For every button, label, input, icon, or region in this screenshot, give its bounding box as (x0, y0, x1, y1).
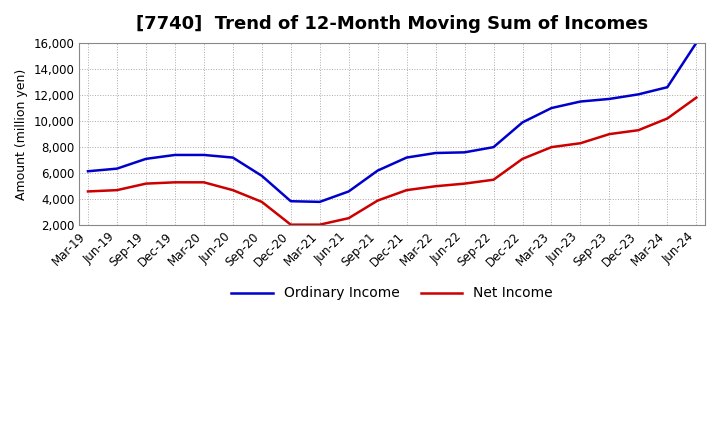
Ordinary Income (634, 92, 643, 97)
Y-axis label: Amount (million yen): Amount (million yen) (15, 69, 28, 200)
Title: [7740]  Trend of 12-Month Moving Sum of Incomes: [7740] Trend of 12-Month Moving Sum of I… (136, 15, 648, 33)
Net Income (228, 187, 237, 193)
Ordinary Income (287, 198, 295, 204)
Net Income (402, 187, 411, 193)
Net Income (663, 116, 672, 121)
Legend: Ordinary Income, Net Income: Ordinary Income, Net Income (225, 281, 559, 306)
Net Income (576, 141, 585, 146)
Net Income (431, 183, 440, 189)
Ordinary Income (228, 155, 237, 160)
Ordinary Income (344, 189, 353, 194)
Ordinary Income (199, 152, 208, 158)
Ordinary Income (142, 156, 150, 161)
Net Income (142, 181, 150, 186)
Ordinary Income (663, 84, 672, 90)
Line: Ordinary Income: Ordinary Income (88, 43, 696, 202)
Net Income (199, 180, 208, 185)
Ordinary Income (692, 40, 701, 45)
Ordinary Income (460, 150, 469, 155)
Ordinary Income (112, 166, 121, 171)
Net Income (84, 189, 92, 194)
Net Income (518, 156, 527, 161)
Net Income (171, 180, 179, 185)
Net Income (258, 199, 266, 205)
Ordinary Income (547, 106, 556, 111)
Net Income (460, 181, 469, 186)
Ordinary Income (402, 155, 411, 160)
Ordinary Income (576, 99, 585, 104)
Net Income (112, 187, 121, 193)
Net Income (374, 198, 382, 203)
Net Income (605, 132, 613, 137)
Net Income (344, 216, 353, 221)
Ordinary Income (315, 199, 324, 205)
Line: Net Income: Net Income (88, 98, 696, 225)
Ordinary Income (374, 168, 382, 173)
Net Income (547, 144, 556, 150)
Ordinary Income (431, 150, 440, 156)
Net Income (634, 128, 643, 133)
Ordinary Income (489, 144, 498, 150)
Net Income (489, 177, 498, 182)
Ordinary Income (605, 96, 613, 102)
Net Income (315, 222, 324, 227)
Ordinary Income (258, 173, 266, 179)
Ordinary Income (171, 152, 179, 158)
Net Income (287, 222, 295, 227)
Ordinary Income (84, 169, 92, 174)
Net Income (692, 95, 701, 100)
Ordinary Income (518, 120, 527, 125)
